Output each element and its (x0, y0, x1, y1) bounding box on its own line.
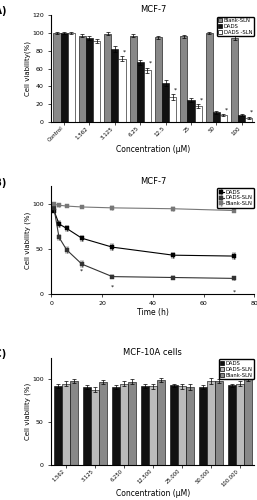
Bar (206, 33, 213, 122)
Text: *: * (80, 268, 84, 274)
Bar (149, 386, 157, 465)
Bar (170, 386, 178, 465)
Y-axis label: Cell viability(%): Cell viability(%) (24, 41, 31, 96)
Bar (137, 62, 144, 122)
Bar (220, 115, 227, 122)
Text: *: * (123, 50, 126, 54)
Bar (245, 118, 252, 122)
Bar (62, 384, 70, 465)
Bar (228, 386, 236, 465)
Bar (207, 381, 215, 465)
Bar (54, 386, 62, 465)
Text: (B): (B) (0, 178, 7, 188)
Bar (86, 38, 93, 122)
Y-axis label: Cell viability (%): Cell viability (%) (24, 383, 31, 440)
Bar (112, 387, 120, 465)
Bar (68, 33, 75, 122)
Bar (118, 58, 125, 122)
Bar (178, 386, 186, 465)
Bar (130, 36, 137, 122)
Title: MCF-7: MCF-7 (140, 5, 166, 14)
Bar (111, 49, 118, 122)
Bar (157, 380, 165, 465)
Bar (215, 381, 223, 465)
Bar (238, 115, 245, 122)
Bar (180, 36, 187, 122)
Title: MCF-7: MCF-7 (140, 176, 166, 186)
Text: *: * (199, 98, 203, 102)
Text: *: * (174, 88, 177, 92)
Bar (162, 83, 169, 122)
Bar (236, 384, 244, 465)
Text: *: * (149, 61, 152, 66)
Title: MCF-10A cells: MCF-10A cells (123, 348, 182, 357)
Bar (199, 387, 207, 465)
Y-axis label: Cell viability (%): Cell viability (%) (24, 212, 31, 268)
Bar (187, 100, 195, 122)
X-axis label: Time (h): Time (h) (137, 308, 169, 316)
Legend: DADS, DADS-SLN, Blank-SLN: DADS, DADS-SLN, Blank-SLN (218, 360, 254, 379)
Bar (83, 387, 91, 465)
Text: *: * (225, 108, 228, 112)
Bar (99, 382, 107, 465)
Bar (91, 390, 99, 465)
X-axis label: Concentration (μM): Concentration (μM) (116, 489, 190, 498)
Bar (61, 33, 68, 122)
Bar (120, 384, 128, 465)
X-axis label: Concentration (μM): Concentration (μM) (116, 144, 190, 154)
Text: *: * (111, 284, 114, 290)
Text: (A): (A) (0, 6, 7, 16)
Bar (93, 41, 100, 122)
Bar (155, 38, 162, 122)
Text: *: * (233, 290, 236, 295)
Bar (144, 70, 151, 122)
Text: *: * (250, 110, 253, 115)
Bar (53, 33, 61, 122)
Bar (231, 38, 238, 122)
Legend: Blank-SLN, DADS, DADS -SLN: Blank-SLN, DADS, DADS -SLN (217, 16, 254, 36)
Bar (213, 112, 220, 122)
Legend: DADS, DADS-SLN, Blank-SLN: DADS, DADS-SLN, Blank-SLN (217, 188, 254, 208)
Bar (79, 36, 86, 122)
Bar (186, 387, 194, 465)
Bar (104, 34, 111, 122)
Bar (244, 380, 252, 465)
Bar (128, 382, 136, 465)
Bar (70, 381, 78, 465)
Bar (141, 386, 149, 465)
Bar (195, 106, 202, 122)
Text: (C): (C) (0, 350, 7, 360)
Bar (169, 97, 176, 122)
